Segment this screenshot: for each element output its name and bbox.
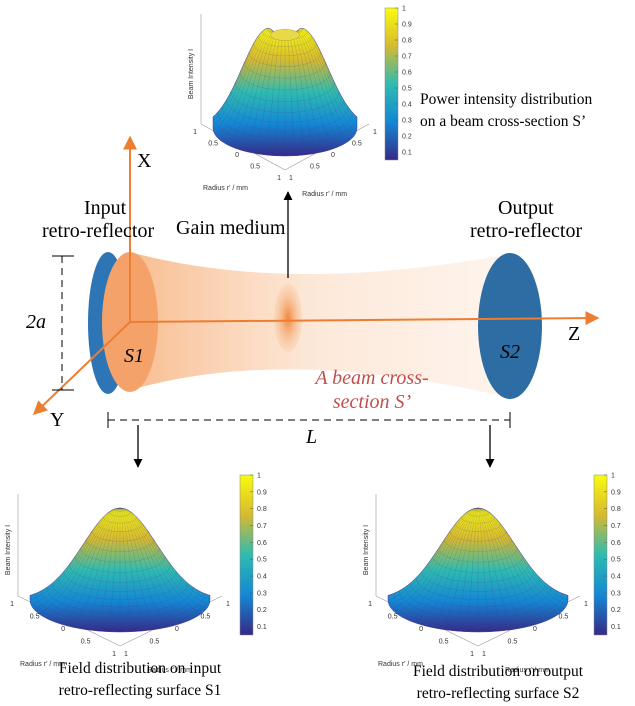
y-tick-label: 1 — [289, 175, 293, 182]
y-tick-label: 0.5 — [508, 639, 518, 646]
z-axis-label: Beam Intensity I — [5, 525, 12, 575]
x-tick-label: 0.5 — [208, 141, 218, 148]
x-tick-label: 0 — [61, 626, 65, 633]
x-tick-label: 0 — [419, 626, 423, 633]
colorbar-tick-label: 0.5 — [402, 86, 412, 93]
length-label: L — [305, 426, 317, 448]
y-tick-label: 0 — [175, 626, 179, 633]
y-tick-label: 0.5 — [201, 614, 211, 621]
colorbar-tick-label: 0.4 — [257, 574, 267, 581]
axis-y-label: Y — [50, 409, 64, 431]
output-label: retro-reflector — [470, 220, 582, 242]
x-tick-label: 1 — [112, 651, 116, 658]
colorbar-tick-label: 0.2 — [257, 607, 267, 614]
x-tick-label: 1 — [10, 601, 14, 608]
y-tick-label: 0.5 — [352, 141, 362, 148]
colorbar-tick-label: 0.6 — [257, 540, 267, 547]
x-tick-label: 1 — [193, 129, 197, 136]
colorbar-tick-label: 0.7 — [402, 54, 412, 61]
y-tick-label: 0 — [533, 626, 537, 633]
z-axis-label: Beam Intensity I — [188, 49, 195, 99]
colorbar-tick-label: 0.3 — [257, 590, 267, 597]
colorbar-tick-label: 0.4 — [611, 574, 621, 581]
cross-section-label: section S’ — [333, 391, 412, 413]
x-tick-label: 0 — [235, 152, 239, 159]
colorbar-tick-label: 0.9 — [611, 489, 621, 496]
colorbar-tick-label: 1 — [611, 473, 615, 480]
colorbar-tick-label: 0.9 — [257, 489, 267, 496]
caption: retro-reflecting surface S1 — [59, 682, 222, 699]
y-tick-label: 0.5 — [310, 164, 320, 171]
axis-x-label: X — [137, 150, 152, 172]
colorbar-tick-label: 0.1 — [402, 150, 412, 157]
x-tick-label: 0.5 — [388, 614, 398, 621]
x-tick-label: 1 — [470, 651, 474, 658]
colorbar-tick-label: 0.4 — [402, 102, 412, 109]
output-label: Output — [498, 197, 554, 219]
colorbar-tick-label: 1 — [257, 473, 261, 480]
surface-top — [271, 29, 300, 40]
x-tick-label: 0.5 — [30, 614, 40, 621]
y-axis-label: Radius r' / mm — [302, 191, 347, 198]
s2-label: S2 — [500, 341, 520, 363]
colorbar-tick-label: 0.8 — [402, 38, 412, 45]
caption: Field distribution on output — [413, 663, 584, 680]
colorbar-tick-label: 0.5 — [611, 557, 621, 564]
figure: X Y Z Input retro-reflector Gain medium … — [0, 0, 635, 706]
x-axis-label: Radius r' / mm — [203, 185, 248, 192]
colorbar-tick-label: 0.2 — [611, 607, 621, 614]
colorbar-tick-label: 1 — [402, 6, 406, 13]
colorbar-tick-label: 0.9 — [402, 22, 412, 29]
colorbar-tick-label: 0.2 — [402, 134, 412, 141]
aperture-label: 2a — [26, 311, 46, 333]
input-label: Input — [84, 197, 127, 219]
colorbar-tick-label: 0.7 — [257, 523, 267, 530]
colorbar-tick-label: 0.8 — [611, 506, 621, 513]
s1-label: S1 — [124, 345, 144, 367]
colorbar-tick-label: 0.6 — [611, 540, 621, 547]
z-axis-label: Beam Intensity I — [363, 525, 370, 575]
x-tick-label: 0.5 — [250, 164, 260, 171]
colorbar — [594, 475, 607, 635]
caption: retro-reflecting surface S2 — [417, 685, 580, 702]
colorbar-tick-label: 0.8 — [257, 506, 267, 513]
y-tick-label: 1 — [373, 129, 377, 136]
colorbar-tick-label: 0.6 — [402, 70, 412, 77]
colorbar-tick-label: 0.1 — [257, 624, 267, 631]
colorbar-tick-label: 0.5 — [257, 557, 267, 564]
y-tick-label: 1 — [482, 651, 486, 658]
x-tick-label: 0.5 — [439, 639, 449, 646]
y-tick-label: 1 — [584, 601, 588, 608]
y-tick-label: 1 — [124, 651, 128, 658]
input-label: retro-reflector — [42, 220, 154, 242]
caption: Field distribution on input — [59, 660, 222, 677]
y-tick-label: 0.5 — [559, 614, 569, 621]
colorbar-tick-label: 0.3 — [402, 118, 412, 125]
x-tick-label: 1 — [277, 175, 281, 182]
x-tick-label: 1 — [368, 601, 372, 608]
colorbar-tick-label: 0.1 — [611, 624, 621, 631]
output-reflector — [478, 253, 542, 399]
colorbar — [240, 475, 253, 635]
x-tick-label: 0.5 — [81, 639, 91, 646]
caption: Power intensity distribution — [420, 91, 592, 108]
caption: on a beam cross-section S’ — [420, 113, 586, 130]
y-tick-label: 1 — [226, 601, 230, 608]
colorbar-tick-label: 0.3 — [611, 590, 621, 597]
beam-waist — [274, 284, 302, 352]
axis-z-label: Z — [568, 323, 580, 345]
y-tick-label: 0 — [331, 152, 335, 159]
colorbar — [385, 8, 398, 160]
y-tick-label: 0.5 — [150, 639, 160, 646]
colorbar-tick-label: 0.7 — [611, 523, 621, 530]
gain-medium-label: Gain medium — [176, 217, 286, 239]
cross-section-label: A beam cross- — [313, 367, 428, 389]
